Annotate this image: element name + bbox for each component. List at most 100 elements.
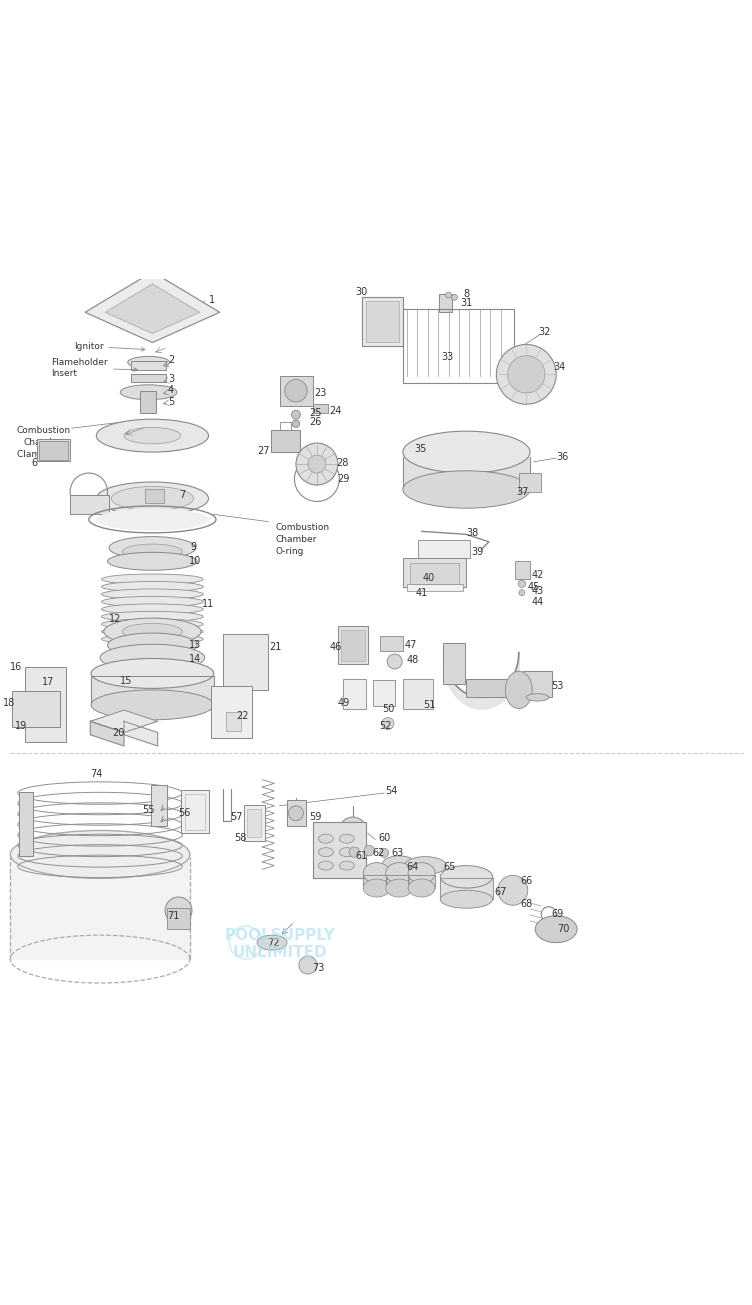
Ellipse shape	[318, 848, 333, 856]
Text: 20: 20	[113, 727, 125, 737]
Circle shape	[293, 420, 300, 428]
Bar	[418, 539, 470, 559]
Text: 58: 58	[235, 833, 247, 843]
Text: 5: 5	[168, 397, 174, 407]
Text: 41: 41	[415, 587, 428, 598]
Bar	[403, 559, 466, 587]
Text: 22: 22	[236, 711, 248, 722]
Ellipse shape	[108, 552, 197, 570]
Ellipse shape	[102, 574, 203, 585]
Bar	[12, 692, 60, 727]
Bar	[26, 667, 66, 743]
Polygon shape	[386, 874, 413, 887]
Ellipse shape	[102, 626, 203, 637]
Text: 71: 71	[167, 911, 180, 921]
Text: 34: 34	[553, 361, 566, 372]
Text: 10: 10	[189, 556, 201, 566]
Bar	[244, 805, 265, 840]
Text: 64: 64	[407, 863, 419, 872]
Bar	[140, 390, 156, 414]
Bar	[271, 429, 301, 452]
Ellipse shape	[403, 471, 530, 508]
Bar	[442, 643, 465, 684]
Text: 17: 17	[41, 677, 54, 688]
Polygon shape	[363, 874, 390, 887]
Text: 19: 19	[16, 720, 28, 731]
Ellipse shape	[339, 834, 354, 843]
Bar	[37, 438, 70, 461]
Text: 55: 55	[142, 804, 155, 814]
Bar	[39, 441, 68, 459]
Polygon shape	[403, 457, 530, 489]
Polygon shape	[440, 878, 493, 899]
Ellipse shape	[111, 487, 193, 510]
Bar	[247, 809, 261, 838]
Ellipse shape	[123, 624, 182, 639]
Ellipse shape	[408, 880, 435, 897]
Bar	[132, 361, 166, 369]
Text: 2: 2	[168, 355, 174, 365]
Text: 7: 7	[179, 491, 186, 501]
Bar	[180, 790, 209, 834]
Bar	[338, 626, 368, 664]
Circle shape	[308, 455, 326, 472]
Text: 6: 6	[31, 458, 38, 468]
Bar	[151, 784, 168, 826]
Text: 72: 72	[267, 937, 280, 947]
Ellipse shape	[91, 690, 214, 720]
Text: 62: 62	[373, 848, 385, 857]
Bar	[407, 583, 462, 591]
Bar	[70, 496, 109, 514]
Ellipse shape	[102, 582, 203, 592]
Text: 8: 8	[463, 288, 469, 299]
Ellipse shape	[386, 880, 413, 897]
Polygon shape	[105, 284, 199, 334]
Bar	[523, 671, 553, 697]
Bar	[362, 298, 403, 346]
Bar	[132, 375, 166, 382]
Ellipse shape	[318, 834, 333, 843]
Ellipse shape	[128, 356, 170, 368]
Circle shape	[387, 654, 402, 669]
Text: 65: 65	[444, 863, 456, 872]
Circle shape	[508, 356, 545, 393]
Text: 54: 54	[386, 786, 398, 796]
Ellipse shape	[102, 589, 203, 599]
Bar	[211, 686, 252, 739]
Text: 50: 50	[382, 703, 394, 714]
Text: 47: 47	[404, 639, 417, 650]
Text: 29: 29	[337, 474, 349, 484]
Ellipse shape	[96, 508, 208, 531]
Text: 61: 61	[356, 851, 368, 861]
Circle shape	[445, 292, 451, 298]
Text: 15: 15	[120, 676, 132, 686]
Text: 3: 3	[168, 373, 174, 384]
Circle shape	[382, 718, 394, 729]
Circle shape	[285, 380, 307, 402]
Bar	[365, 301, 399, 342]
Circle shape	[519, 590, 525, 595]
Text: 23: 23	[314, 388, 327, 398]
Text: 12: 12	[109, 613, 121, 624]
Circle shape	[349, 847, 359, 857]
Ellipse shape	[526, 694, 549, 701]
Ellipse shape	[408, 863, 435, 883]
Text: 32: 32	[538, 328, 551, 338]
Bar	[313, 405, 328, 414]
Text: 16: 16	[11, 663, 23, 672]
Polygon shape	[91, 676, 214, 705]
Bar	[185, 793, 205, 830]
Text: 57: 57	[230, 812, 242, 822]
Text: 21: 21	[270, 642, 282, 652]
Bar	[343, 679, 365, 709]
Text: 70: 70	[557, 924, 570, 934]
Ellipse shape	[405, 856, 446, 874]
Text: 14: 14	[189, 654, 201, 664]
Text: 49: 49	[338, 698, 350, 709]
Text: 18: 18	[3, 698, 15, 709]
Bar	[223, 634, 268, 690]
Bar	[373, 680, 396, 706]
Bar	[381, 636, 403, 651]
Text: 37: 37	[517, 488, 529, 497]
Text: 63: 63	[392, 848, 404, 857]
